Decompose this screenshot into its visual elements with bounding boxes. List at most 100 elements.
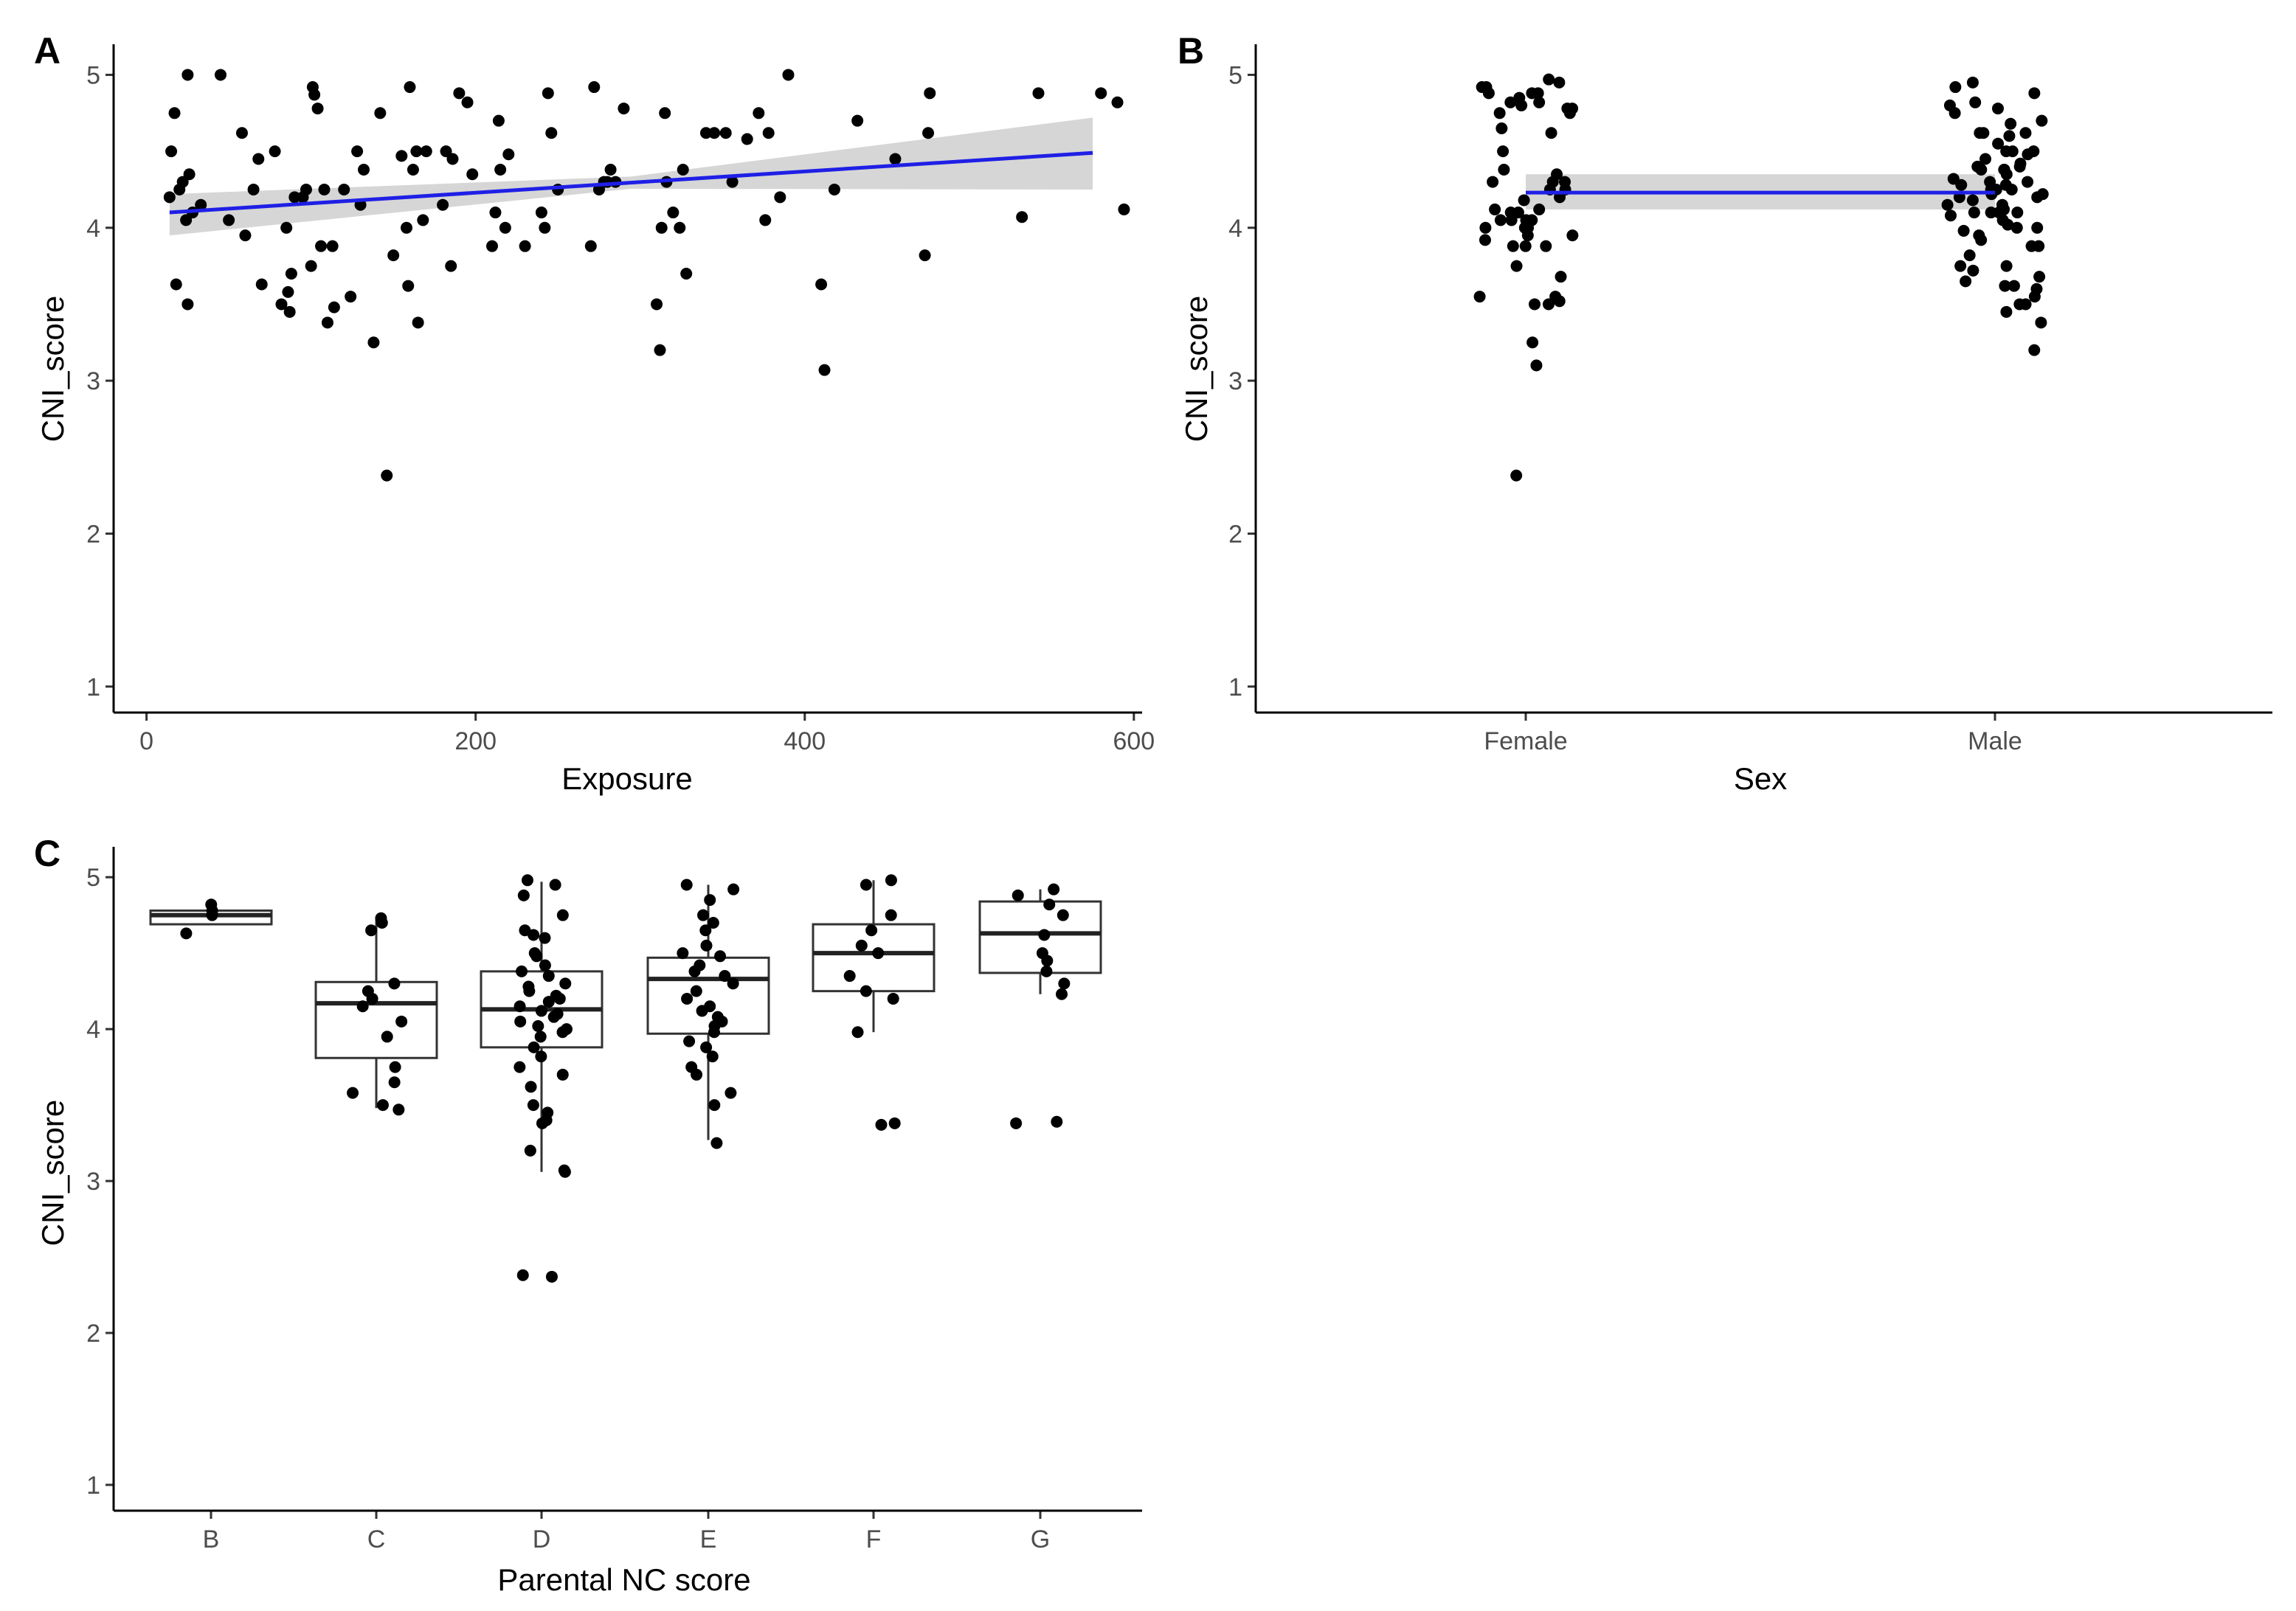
data-point	[559, 977, 572, 990]
panel-c: C 1 2 3 4 5 B C D E F G Parental NC score CNI_scor…	[34, 833, 1142, 1597]
y-tick-label: 5	[86, 61, 100, 89]
data-point	[288, 191, 301, 204]
data-point	[1943, 99, 1956, 111]
data-point	[528, 929, 540, 941]
data-point	[536, 1117, 548, 1129]
data-point	[535, 1005, 547, 1017]
data-point	[206, 909, 218, 921]
data-point	[707, 916, 719, 929]
data-point	[2033, 271, 2046, 283]
data-point	[252, 153, 265, 165]
data-point	[2006, 145, 2019, 158]
data-point	[618, 103, 630, 115]
data-point	[1546, 176, 1559, 188]
data-point	[667, 207, 680, 219]
data-point	[887, 992, 899, 1005]
data-point	[521, 874, 533, 887]
data-point	[1979, 153, 1991, 165]
data-point	[688, 965, 701, 977]
data-point	[412, 316, 424, 329]
data-point	[2000, 305, 2013, 318]
data-point	[542, 970, 555, 983]
data-point	[2011, 207, 2024, 219]
x-tick-label: D	[533, 1525, 551, 1553]
data-point	[514, 1015, 527, 1028]
data-point	[535, 207, 547, 219]
data-point	[393, 1104, 405, 1116]
data-point	[727, 883, 740, 895]
x-tick-label: Male	[1968, 727, 2022, 755]
data-point	[714, 950, 727, 963]
data-point	[499, 221, 511, 234]
data-point	[1118, 203, 1130, 215]
data-point	[345, 291, 357, 303]
data-point	[1545, 127, 1557, 139]
data-point	[545, 127, 558, 139]
data-point	[2022, 176, 2034, 188]
data-point	[1504, 96, 1517, 108]
data-point	[888, 1117, 901, 1129]
panel-a-points	[163, 69, 1130, 482]
data-point	[524, 1144, 536, 1157]
data-point	[1555, 271, 1567, 283]
data-point	[2035, 316, 2047, 329]
data-point	[706, 1050, 719, 1063]
data-point	[1056, 988, 1068, 1000]
data-point	[604, 164, 617, 176]
data-point	[1991, 103, 2004, 115]
data-point	[489, 207, 502, 219]
data-point	[655, 221, 668, 234]
data-point	[1058, 977, 1071, 990]
y-tick-label: 2	[86, 520, 100, 548]
box	[646, 956, 770, 1035]
data-point	[708, 1026, 720, 1039]
data-point	[1533, 203, 1546, 215]
data-point	[2002, 218, 2014, 231]
data-point	[1016, 211, 1028, 224]
data-point	[176, 176, 189, 188]
data-point	[376, 1099, 389, 1112]
data-point	[311, 103, 324, 115]
data-point	[1505, 214, 1518, 226]
data-point	[417, 214, 429, 226]
panel-c-points	[180, 874, 1071, 1283]
data-point	[445, 260, 457, 272]
data-point	[494, 164, 507, 176]
data-point	[1532, 87, 1544, 100]
x-tick-label: E	[700, 1525, 717, 1553]
panel-b-x-title: Sex	[1734, 761, 1787, 796]
data-point	[502, 148, 515, 161]
data-point	[347, 1087, 359, 1099]
data-point	[889, 153, 902, 165]
data-point	[690, 985, 702, 997]
data-point	[326, 240, 339, 252]
data-point	[356, 1000, 369, 1013]
data-point	[527, 1099, 539, 1112]
data-point	[366, 992, 378, 1005]
data-point	[235, 127, 248, 139]
data-point	[753, 107, 765, 119]
data-point	[843, 970, 856, 983]
data-point	[851, 1026, 864, 1039]
data-point	[1966, 76, 1979, 89]
data-point	[300, 183, 312, 195]
data-point	[1032, 87, 1045, 100]
data-point	[922, 127, 935, 139]
data-point	[195, 198, 207, 211]
data-point	[556, 1026, 569, 1039]
data-point	[1999, 280, 2011, 292]
data-point	[1553, 76, 1566, 89]
data-point	[1998, 203, 2010, 215]
panel-a-axes	[112, 44, 1142, 714]
confidence-band	[169, 117, 1093, 236]
data-point	[1510, 260, 1523, 272]
data-point	[545, 1270, 558, 1283]
data-point	[269, 145, 281, 158]
data-point	[180, 214, 193, 226]
data-point	[677, 164, 689, 176]
data-point	[1494, 214, 1507, 226]
data-point	[700, 1041, 713, 1053]
data-point	[2003, 130, 2016, 142]
panel-a: A 1 2 3 4 5 0 200 400 600 Exposure CNI_score	[34, 30, 1155, 796]
